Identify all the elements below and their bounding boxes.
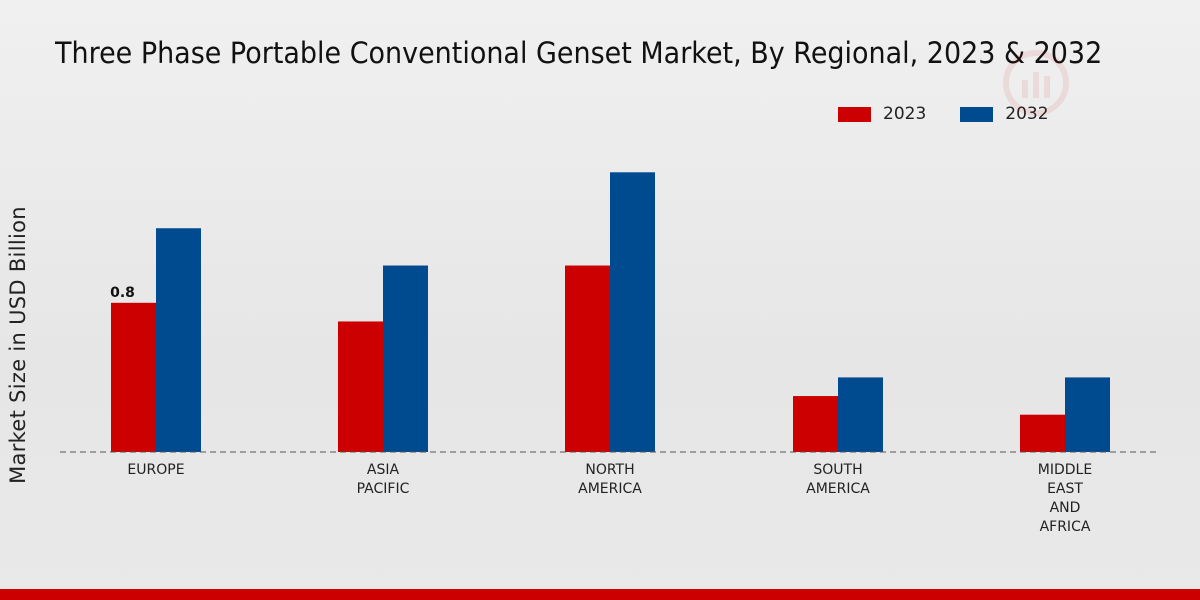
bar-2023-europe	[111, 302, 156, 452]
x-tick-label-middle-east-and-africa: MIDDLE EAST AND AFRICA	[1038, 462, 1092, 535]
bar-2023-south-america	[793, 396, 838, 452]
bar-2023-asia-pacific	[338, 321, 383, 452]
legend-label-2023: 2023	[883, 104, 927, 124]
bar-2023-north-america	[565, 265, 610, 452]
bar-2032-europe	[156, 228, 201, 452]
chart-title: Three Phase Portable Conventional Genset…	[55, 36, 1103, 70]
bar-2032-middle-east-and-africa	[1065, 377, 1110, 452]
legend-item-2023: 2023	[838, 104, 926, 124]
x-tick-label-asia-pacific: ASIA PACIFIC	[357, 462, 410, 497]
footer-bar	[0, 589, 1200, 600]
bar-2032-asia-pacific	[383, 265, 428, 452]
legend-swatch-2023	[838, 106, 871, 122]
legend-item-2032: 2032	[960, 104, 1049, 124]
legend-swatch-2032	[960, 106, 994, 122]
bar-2032-south-america	[838, 377, 883, 452]
x-tick-label-north-america: NORTH AMERICA	[578, 462, 642, 497]
bar-2032-north-america	[610, 172, 655, 452]
bar-2023-middle-east-and-africa	[1020, 414, 1065, 452]
x-tick-label-europe: EUROPE	[127, 462, 184, 478]
x-tick-label-south-america: SOUTH AMERICA	[806, 462, 870, 497]
watermark-logo	[1003, 50, 1069, 116]
data-label-2023-europe: 0.8	[110, 285, 135, 301]
legend: 2023 2032	[838, 104, 1083, 124]
legend-label-2032: 2032	[1005, 104, 1049, 124]
